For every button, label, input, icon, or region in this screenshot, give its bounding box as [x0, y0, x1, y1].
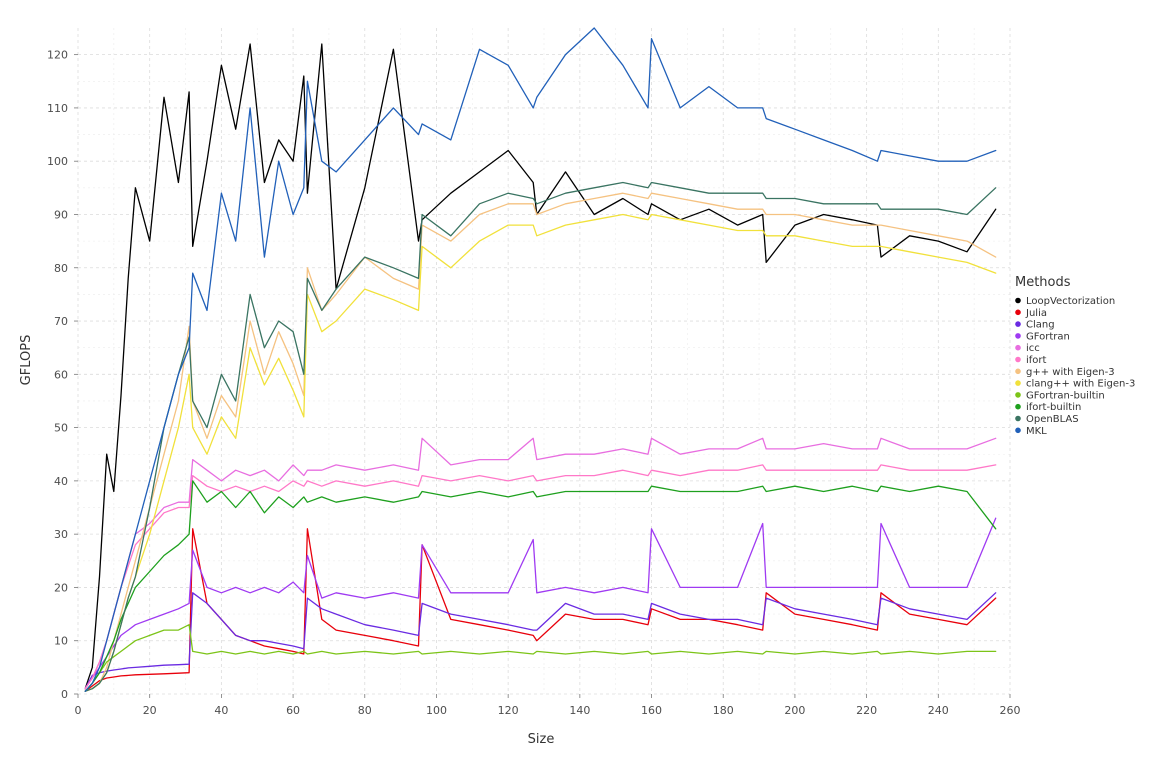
x-tick-label: 100: [426, 704, 447, 717]
legend-label-loopvectorization: LoopVectorization: [1026, 296, 1115, 307]
x-axis-title: Size: [528, 732, 555, 747]
y-tick-label: 80: [54, 262, 68, 275]
series-line-ifort: [84, 464, 997, 690]
legend-swatch-gfortran-builtin: [1015, 392, 1021, 398]
legend-label-ifort: ifort: [1026, 355, 1047, 366]
y-tick-label: 100: [47, 155, 68, 168]
y-tick-label: 110: [47, 102, 68, 115]
y-tick-label: 70: [54, 315, 68, 328]
y-tick-label: 0: [61, 688, 68, 701]
y-tick-label: 90: [54, 208, 68, 221]
x-tick-label: 260: [1000, 704, 1021, 717]
y-tick-label: 50: [54, 422, 68, 435]
series-line-clang-with-eigen-3: [84, 213, 997, 692]
legend-label-ifort-builtin: ifort-builtin: [1026, 402, 1081, 413]
legend-title: Methods: [1015, 275, 1071, 290]
legend-swatch-clang-with-eigen-3: [1015, 380, 1021, 386]
series-line-gfortran: [84, 517, 997, 690]
series-line-icc: [84, 437, 997, 690]
legend-label-icc: icc: [1026, 343, 1040, 354]
x-tick-label: 20: [143, 704, 157, 717]
legend-swatch-ifort-builtin: [1015, 403, 1021, 410]
series-line-gfortran-builtin: [84, 624, 997, 692]
y-axis-title: GFLOPS: [19, 335, 34, 386]
series-line-clang: [84, 592, 997, 690]
legend-label-g-with-eigen-3: g++ with Eigen-3: [1026, 367, 1115, 378]
y-tick-label: 20: [54, 581, 68, 594]
grid: [77, 28, 1011, 695]
series-lines: [84, 27, 997, 692]
x-tick-label: 220: [856, 704, 877, 717]
legend-swatch-g-with-eigen-3: [1015, 368, 1021, 375]
legend-label-gfortran: GFortran: [1026, 331, 1070, 342]
series-line-ifort-builtin: [84, 480, 997, 692]
x-tick-label: 200: [784, 704, 805, 717]
legend-swatch-ifort: [1015, 356, 1021, 363]
series-line-openblas: [84, 181, 997, 692]
legend-label-clang: Clang: [1026, 320, 1055, 331]
x-tick-label: 0: [75, 704, 82, 717]
y-tick-label: 60: [54, 368, 68, 381]
legend-label-mkl: MKL: [1026, 426, 1047, 437]
legend-swatch-icc: [1015, 344, 1021, 351]
legend-label-julia: Julia: [1025, 308, 1047, 319]
x-tick-label: 160: [641, 704, 662, 717]
series-line-g-with-eigen-3: [84, 192, 997, 692]
x-tick-label: 80: [358, 704, 372, 717]
y-tick-label: 120: [47, 49, 68, 62]
series-line-loopvectorization: [84, 43, 997, 690]
legend-items: LoopVectorizationJuliaClangGFortraniccif…: [1015, 296, 1135, 437]
series-line-mkl: [84, 27, 997, 692]
legend-swatch-gfortran: [1015, 333, 1021, 339]
y-tick-label: 10: [54, 635, 68, 648]
x-tick-label: 140: [569, 704, 590, 717]
legend-swatch-mkl: [1015, 427, 1021, 434]
legend: Methods LoopVectorizationJuliaClangGFort…: [1015, 275, 1135, 437]
legend-swatch-openblas: [1015, 415, 1021, 422]
x-tick-label: 60: [286, 704, 300, 717]
legend-swatch-clang: [1015, 321, 1021, 327]
axes: 0 20 40 60 80 100 120 140 160 180 200 220 240 260 0 10 2…: [47, 49, 1021, 717]
legend-swatch-julia: [1015, 309, 1021, 316]
legend-swatch-loopvectorization: [1015, 297, 1021, 304]
legend-label-clang-with-eigen-3: clang++ with Eigen-3: [1026, 379, 1135, 390]
legend-label-openblas: OpenBLAS: [1026, 414, 1079, 425]
x-tick-label: 120: [498, 704, 519, 717]
x-tick-label: 40: [214, 704, 228, 717]
x-tick-label: 240: [928, 704, 949, 717]
y-tick-label: 40: [54, 475, 68, 488]
y-tick-label: 30: [54, 528, 68, 541]
legend-label-gfortran-builtin: GFortran-builtin: [1026, 390, 1105, 401]
x-tick-label: 180: [713, 704, 734, 717]
